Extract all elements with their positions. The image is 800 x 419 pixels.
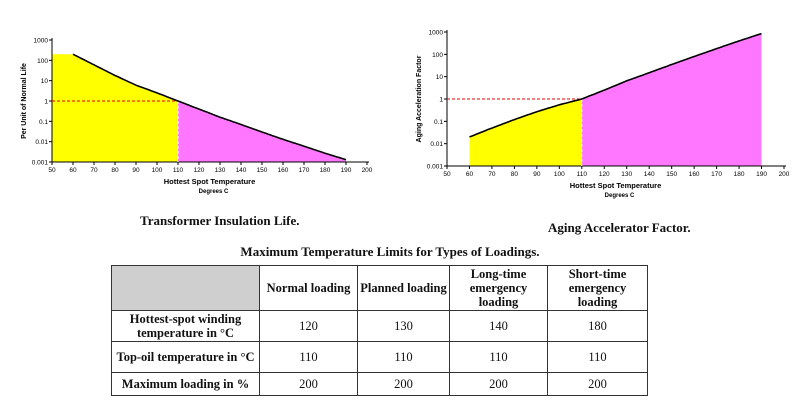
table-header-long-time: Long-time emergency loading — [449, 265, 548, 311]
table-header-row: Normal loading Planned loading Long-time… — [111, 265, 648, 311]
y-tick-label: 0.1 — [39, 119, 48, 126]
x-tick-label: 160 — [278, 167, 289, 174]
temperature-limits-table: Normal loading Planned loading Long-time… — [111, 265, 648, 396]
x-tick-label: 110 — [173, 167, 184, 174]
row-label: Hottest-spot winding temperature in °C — [111, 310, 260, 342]
x-tick-label: 180 — [734, 171, 745, 178]
y-axis-label: Per Unit of Normal Life — [21, 63, 28, 139]
x-tick-label: 130 — [215, 167, 226, 174]
table-cell: 140 — [449, 310, 548, 342]
x-tick-label: 90 — [132, 167, 140, 174]
y-tick-label: 0.01 — [35, 139, 48, 146]
x-tick-label: 100 — [152, 167, 163, 174]
table-row: Maximum loading in % 200 200 200 200 — [111, 372, 648, 396]
y-tick-label: 0.1 — [434, 119, 443, 126]
x-tick-label: 130 — [621, 171, 632, 178]
x-tick-label: 200 — [362, 167, 373, 174]
x-axis-label: Hottest Spot Temperature — [164, 177, 256, 186]
x-tick-label: 60 — [69, 167, 77, 174]
x-axis-label: Hottest Spot Temperature — [570, 181, 662, 190]
x-tick-label: 150 — [666, 171, 677, 178]
row-label: Top-oil temperature in °C — [111, 341, 260, 373]
x-tick-label: 190 — [341, 167, 352, 174]
y-tick-label: 0.001 — [427, 164, 444, 171]
data-curve — [469, 32, 762, 138]
table-cell: 200 — [547, 372, 648, 396]
shaded-region-magenta — [581, 33, 762, 166]
x-tick-label: 50 — [48, 167, 56, 174]
table-cell: 110 — [547, 341, 648, 373]
x-axis-sublabel: Degrees C — [199, 189, 229, 195]
table-header-short-time: Short-time emergency loading — [547, 265, 648, 311]
x-tick-label: 200 — [779, 171, 790, 178]
x-tick-label: 110 — [577, 171, 588, 178]
table-cell: 110 — [259, 341, 358, 373]
x-tick-label: 70 — [90, 167, 98, 174]
table-cell: 120 — [259, 310, 358, 342]
table-header-corner — [111, 265, 260, 311]
table-header-planned: Planned loading — [357, 265, 450, 311]
table-cell: 130 — [357, 310, 450, 342]
x-tick-label: 140 — [236, 167, 247, 174]
x-tick-label: 170 — [711, 171, 722, 178]
x-tick-label: 190 — [756, 171, 767, 178]
y-tick-label: 1000 — [429, 30, 444, 37]
table-row: Top-oil temperature in °C 110 110 110 11… — [111, 341, 648, 373]
x-axis-sublabel: Degrees C — [605, 193, 635, 199]
table-title: Maximum Temperature Limits for Types of … — [240, 244, 540, 259]
y-tick-label: 1000 — [34, 38, 49, 45]
table-cell: 110 — [449, 341, 548, 373]
x-tick-label: 50 — [443, 171, 451, 178]
x-tick-label: 100 — [554, 171, 565, 178]
table-cell: 110 — [357, 341, 450, 373]
x-tick-label: 80 — [511, 171, 519, 178]
x-tick-label: 70 — [488, 171, 496, 178]
y-tick-label: 10 — [436, 74, 444, 81]
x-tick-label: 140 — [644, 171, 655, 178]
caption-insulation-life: Transformer Insulation Life. — [140, 213, 300, 228]
table-cell: 200 — [259, 372, 358, 396]
table-header-normal: Normal loading — [259, 265, 358, 311]
x-tick-label: 170 — [299, 167, 310, 174]
x-tick-label: 180 — [320, 167, 331, 174]
y-tick-label: 100 — [432, 52, 443, 59]
table-cell: 200 — [357, 372, 450, 396]
table-cell: 180 — [547, 310, 648, 342]
y-tick-label: 10 — [41, 78, 49, 85]
x-tick-label: 120 — [599, 171, 610, 178]
x-tick-label: 80 — [111, 167, 119, 174]
x-tick-label: 120 — [194, 167, 205, 174]
x-tick-label: 150 — [257, 167, 268, 174]
y-tick-label: 0.001 — [32, 160, 49, 167]
y-axis-label: Aging Acceleration Factor — [416, 55, 423, 142]
x-tick-label: 160 — [689, 171, 700, 178]
shaded-region-yellow — [469, 99, 582, 166]
y-tick-label: 1 — [439, 97, 443, 104]
y-tick-label: 1 — [44, 99, 48, 106]
y-tick-label: 100 — [37, 58, 48, 65]
table-cell: 200 — [449, 372, 548, 396]
data-curve — [72, 53, 347, 161]
row-label: Maximum loading in % — [111, 372, 260, 396]
caption-aging-factor: Aging Accelerator Factor. — [548, 220, 691, 235]
table-row: Hottest-spot winding temperature in °C 1… — [111, 310, 648, 342]
x-tick-label: 90 — [533, 171, 541, 178]
shaded-region-yellow — [52, 54, 178, 163]
x-tick-label: 60 — [466, 171, 474, 178]
y-tick-label: 0.01 — [430, 141, 443, 148]
